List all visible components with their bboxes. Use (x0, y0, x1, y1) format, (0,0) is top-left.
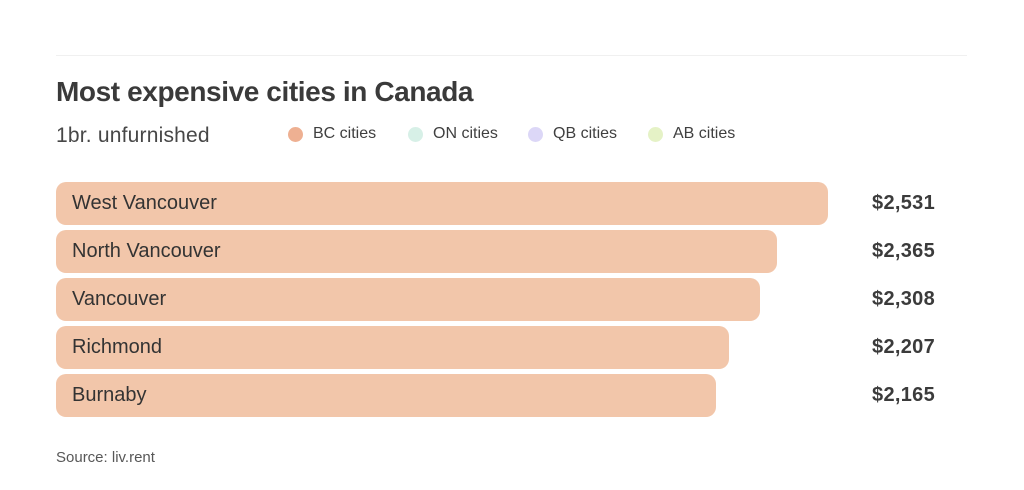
legend-item-on: ON cities (408, 125, 528, 143)
legend-item-bc: BC cities (288, 125, 408, 143)
legend-item-ab: AB cities (648, 125, 768, 143)
qb-dot-icon (528, 126, 543, 142)
bar-west-vancouver: West Vancouver (56, 182, 828, 225)
on-dot-icon (408, 126, 423, 142)
chart-title: Most expensive cities in Canada (56, 76, 474, 107)
bar-row: North Vancouver $2,365 (56, 230, 935, 273)
bar-value: $2,365 (872, 240, 935, 262)
bar-label: West Vancouver (72, 192, 217, 214)
legend-label: BC cities (313, 125, 377, 142)
chart-subtitle: 1br. unfurnished (56, 124, 210, 147)
legend-label: QB cities (553, 125, 618, 142)
legend-label: ON cities (433, 125, 498, 142)
legend-item-qb: QB cities (528, 125, 648, 143)
bar-value: $2,207 (872, 336, 935, 358)
bar-label: Burnaby (72, 384, 147, 406)
bar-chart: West Vancouver $2,531 North Vancouver $2,36… (56, 182, 935, 422)
ab-dot-icon (648, 126, 663, 142)
bar-richmond: Richmond (56, 326, 729, 369)
bar-row: Vancouver $2,308 (56, 278, 935, 321)
top-divider (56, 55, 967, 56)
bar-row: Richmond $2,207 (56, 326, 935, 369)
source-attribution: Source: liv.rent (56, 449, 155, 466)
bar-row: West Vancouver $2,531 (56, 182, 935, 225)
bar-value: $2,308 (872, 288, 935, 310)
bar-value: $2,165 (872, 384, 935, 406)
bar-value: $2,531 (872, 192, 935, 214)
bar-label: Richmond (72, 336, 163, 358)
subtitle-row: 1br. unfurnished BC cities ON cities QB ci… (56, 124, 968, 148)
legend-label: AB cities (673, 125, 736, 142)
bc-dot-icon (288, 126, 303, 142)
bar-label: North Vancouver (72, 240, 221, 262)
bar-vancouver: Vancouver (56, 278, 760, 321)
bar-label: Vancouver (72, 288, 167, 310)
bar-burnaby: Burnaby (56, 374, 716, 417)
legend: BC cities ON cities QB cities AB cities (288, 125, 768, 143)
bar-north-vancouver: North Vancouver (56, 230, 777, 273)
bar-row: Burnaby $2,165 (56, 374, 935, 417)
